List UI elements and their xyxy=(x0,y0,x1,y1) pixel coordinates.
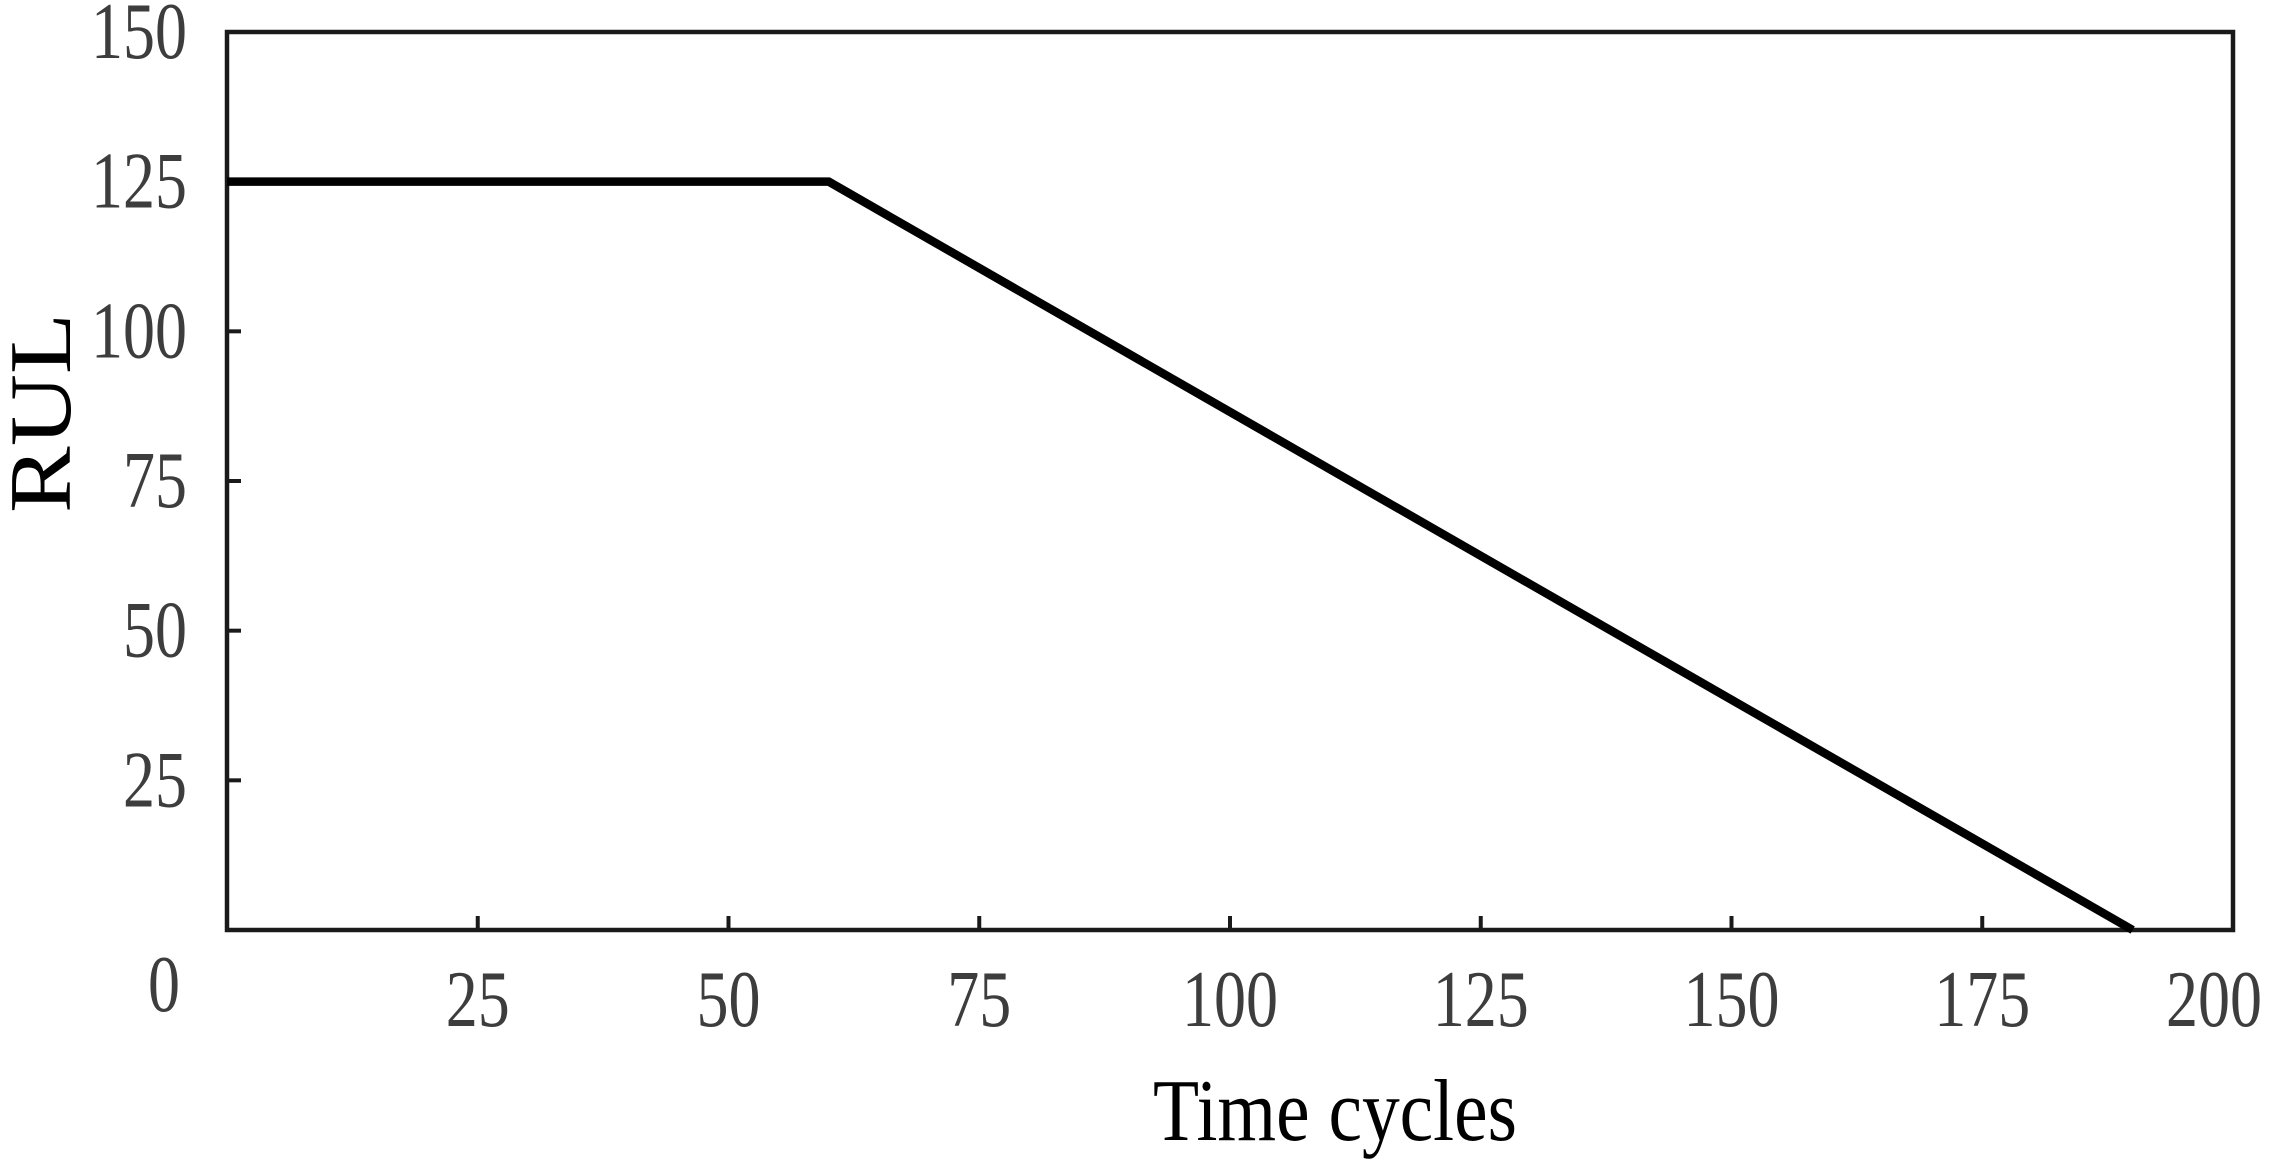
rul-line xyxy=(227,177,2135,934)
x-tick-label: 125 xyxy=(1433,956,1529,1044)
x-tick-label: 50 xyxy=(697,956,761,1044)
plot-border xyxy=(224,29,2236,933)
x-tick-label: 200 xyxy=(2166,956,2262,1044)
y-tick-label: 125 xyxy=(91,138,187,226)
y-tick-label: 100 xyxy=(91,287,187,375)
y-tick-label: 25 xyxy=(123,736,187,824)
x-tick-label: 25 xyxy=(446,956,510,1044)
x-tick-label: 150 xyxy=(1684,956,1780,1044)
x-tick-label: 175 xyxy=(1934,956,2030,1044)
y-tick-label: 150 xyxy=(91,0,187,76)
y-axis-title: RUL xyxy=(0,313,90,513)
x-axis-title: Time cycles xyxy=(1153,1063,1517,1160)
x-tick-label: 100 xyxy=(1182,956,1278,1044)
plot-area: 0 25 50 75 100 125 150 175 200 25 50 75 100 125 150 xyxy=(91,0,2262,1044)
y-tick-label: 75 xyxy=(123,437,187,525)
origin-tick-label: 0 xyxy=(148,941,180,1029)
y-tick-label: 50 xyxy=(123,587,187,675)
x-tick-label: 75 xyxy=(947,956,1011,1044)
